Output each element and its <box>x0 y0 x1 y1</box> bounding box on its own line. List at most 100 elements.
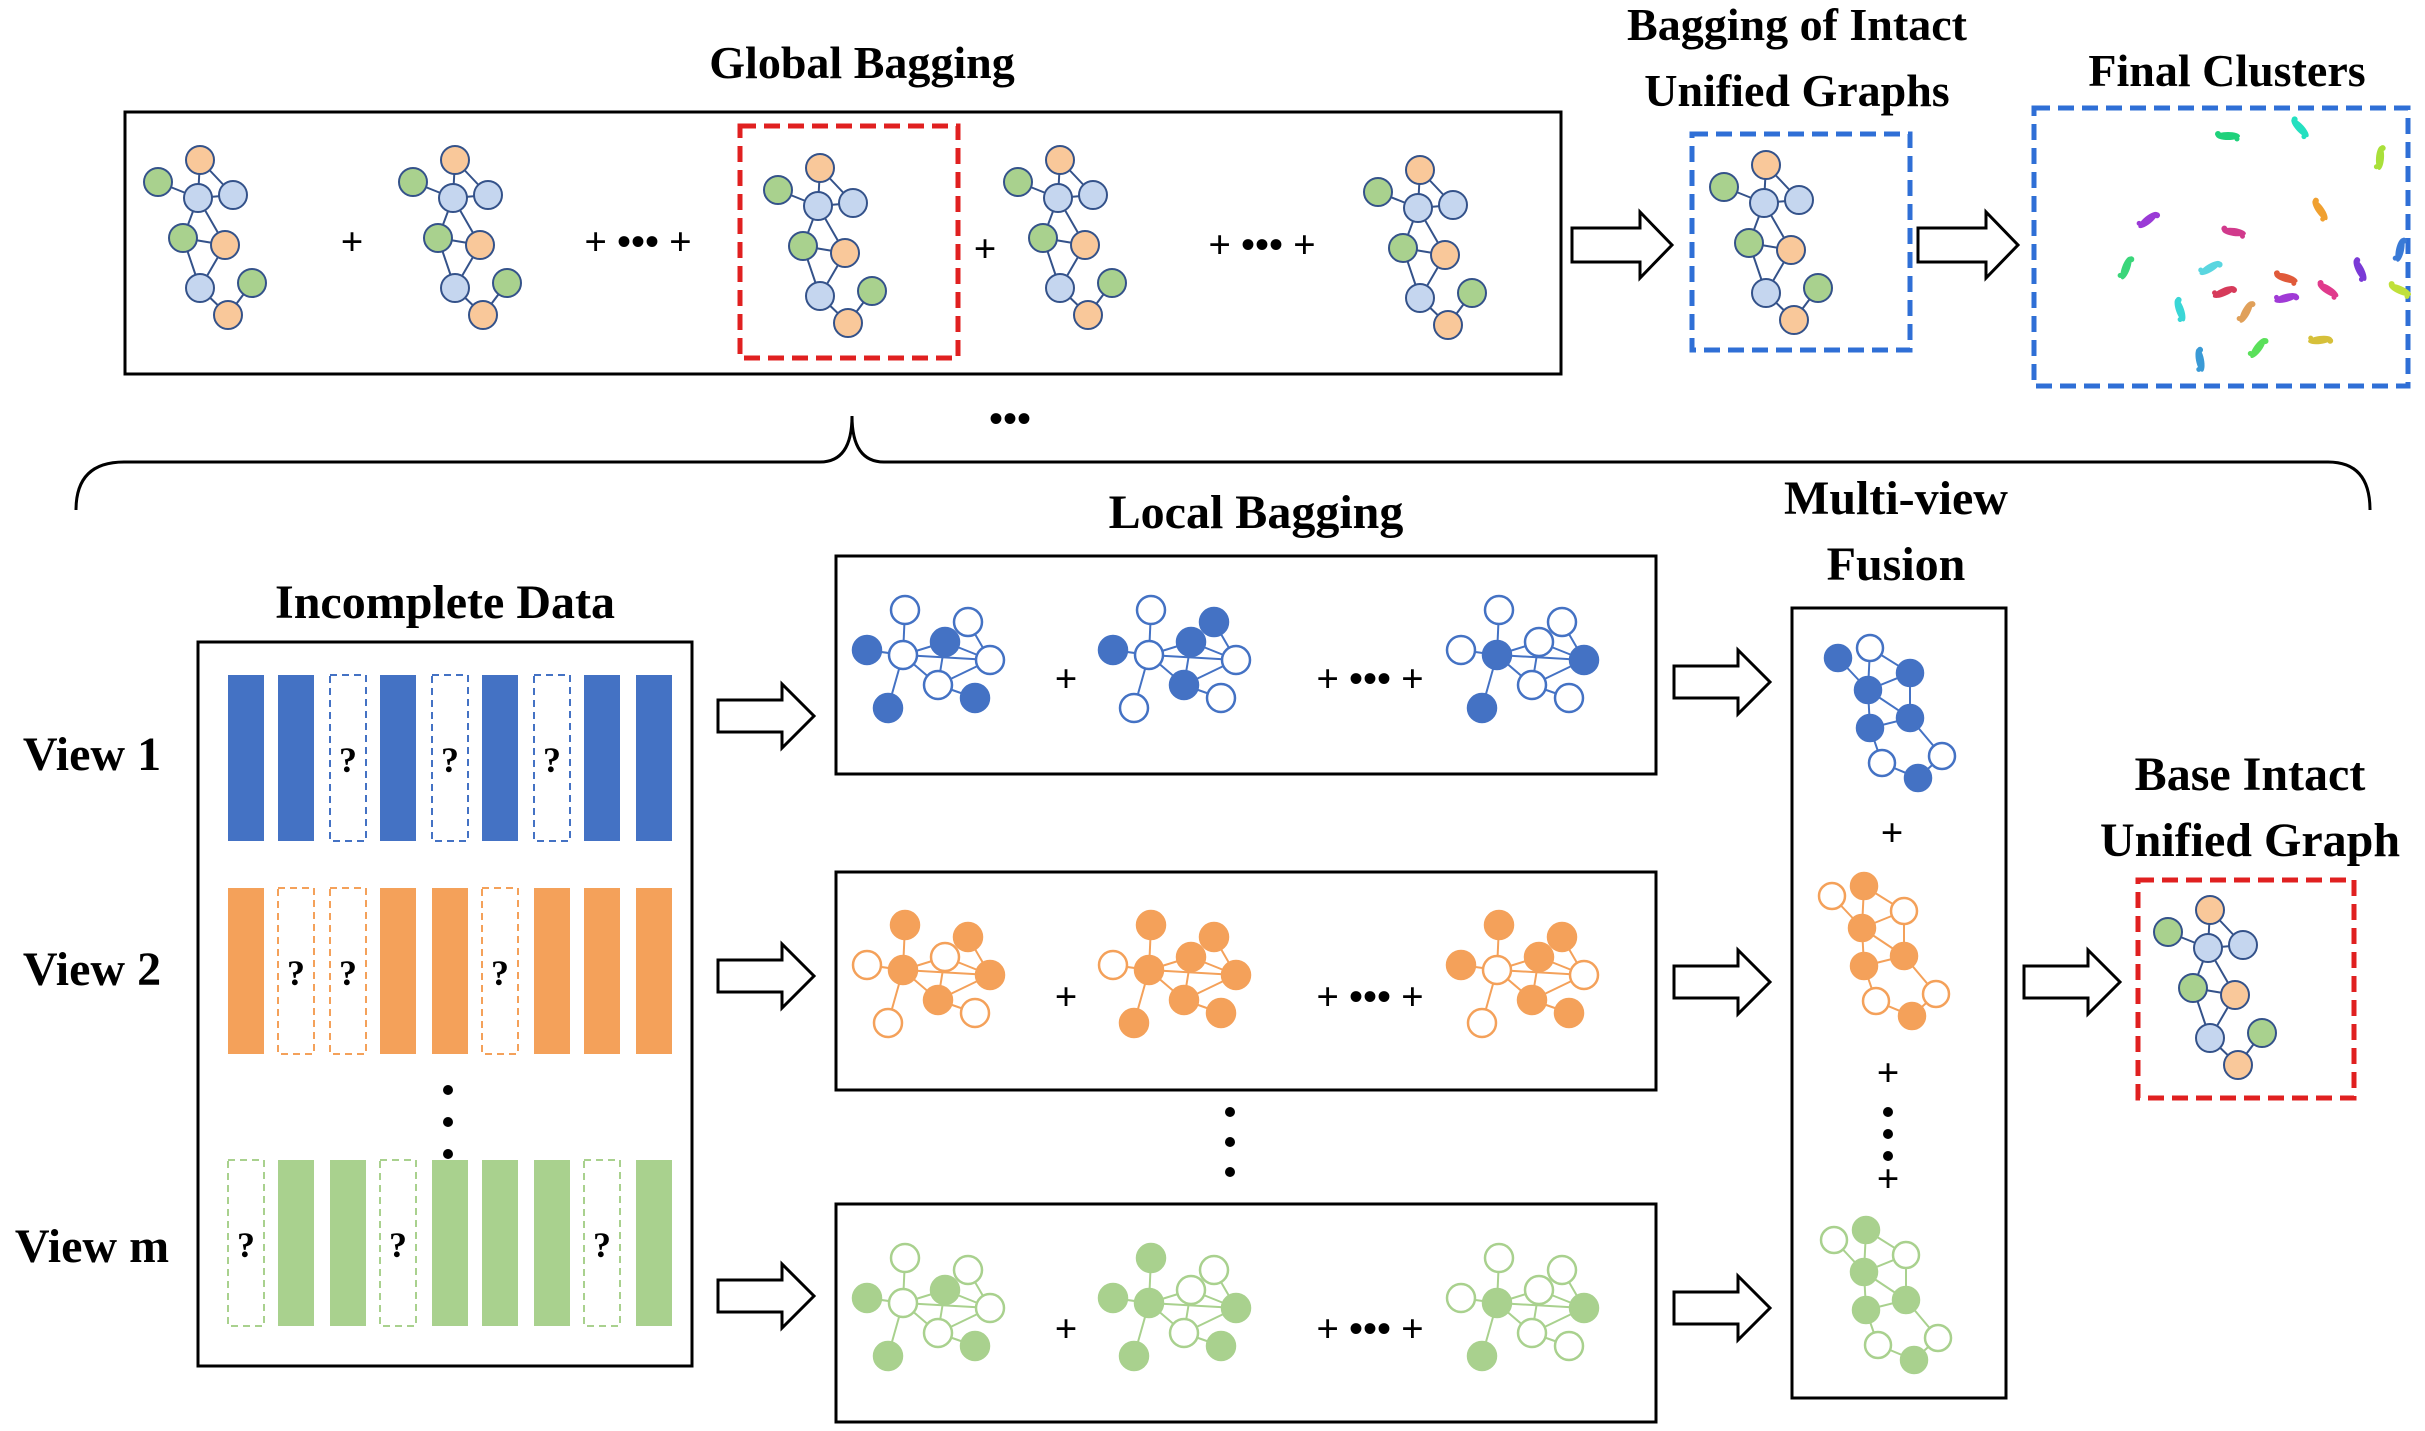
view-3-bar <box>482 1160 518 1326</box>
view-1-bar <box>380 675 416 841</box>
view-1-missing-bar <box>431 674 469 842</box>
local-pdp-m: + ••• + <box>1316 1306 1424 1351</box>
bagging-intact-graph <box>1709 150 1833 335</box>
global-bagging-title: Global Bagging <box>709 37 1014 88</box>
cluster <box>2291 116 2309 140</box>
cluster <box>2136 211 2161 229</box>
view-3-missing-bar <box>583 1159 621 1327</box>
selected-graph-dashed-box <box>737 123 961 361</box>
missing-mark: ? <box>543 740 561 780</box>
vertical-dots-incomplete <box>443 1085 453 1159</box>
base-title-1: Base Intact <box>2135 748 2366 801</box>
local-graph <box>1445 909 1600 1039</box>
graph-2 <box>398 145 522 330</box>
view-3-missing-bar <box>379 1159 417 1327</box>
missing-mark: ? <box>593 1225 611 1265</box>
arrow-viewm-local <box>716 1260 817 1332</box>
view-2-label: View 2 <box>23 943 161 996</box>
local-graph <box>1097 1242 1252 1372</box>
incomplete-data-title: Incomplete Data <box>275 576 615 629</box>
graph-3 <box>763 153 887 338</box>
local-graphs <box>851 594 1600 1372</box>
arrow-localm-fusion <box>1672 1272 1773 1344</box>
view-2-missing-bar <box>277 887 315 1055</box>
plus-dots-plus-2: + ••• + <box>1208 222 1316 267</box>
local-box-viewm <box>834 1202 1658 1424</box>
view-1-label: View 1 <box>23 728 161 781</box>
view-3-bar <box>432 1160 468 1326</box>
local-graph <box>1445 1242 1600 1372</box>
base-title-2: Unified Graph <box>2100 814 2400 867</box>
base-graph-dashed-box <box>2135 877 2357 1101</box>
fusion-plus-2: + <box>1877 1050 1900 1095</box>
arrow-local1-fusion <box>1672 646 1773 718</box>
missing-mark: ? <box>237 1225 255 1265</box>
local-box-view2 <box>834 870 1658 1092</box>
local-graph <box>851 909 1006 1039</box>
view-1-missing-bar <box>329 674 367 842</box>
view-3-bar <box>330 1160 366 1326</box>
missing-mark: ? <box>339 953 357 993</box>
view-bars: ????????? <box>227 674 672 1327</box>
incomplete-data-box <box>196 640 694 1368</box>
view-1-bar <box>228 675 264 841</box>
fusion-plus-3: + <box>1877 1156 1900 1201</box>
arrow-view2-local <box>716 940 817 1012</box>
arrow-local2-fusion <box>1672 946 1773 1018</box>
fusion-box <box>1790 606 2008 1400</box>
bagging-intact-title-2: Unified Graphs <box>1644 65 1949 116</box>
arrow-view1-local <box>716 680 817 752</box>
cluster <box>2312 197 2328 222</box>
final-clusters-dashed-box <box>2031 105 2411 389</box>
cluster <box>2317 280 2339 300</box>
local-plus-1a: + <box>1055 656 1078 701</box>
arrow-to-final-clusters <box>1916 208 2021 282</box>
view-2-missing-bar <box>329 887 367 1055</box>
view-2-bar <box>432 888 468 1054</box>
local-graph <box>851 1242 1006 1372</box>
cluster <box>2236 301 2256 323</box>
cluster <box>2274 293 2300 303</box>
fusion-graph <box>1819 1215 1953 1375</box>
final-clusters-title: Final Clusters <box>2088 45 2365 96</box>
fusion-plus-1: + <box>1881 810 1904 855</box>
brace <box>74 415 2372 511</box>
cluster <box>2392 237 2408 262</box>
cluster <box>2221 225 2246 239</box>
view-1-bar <box>636 675 672 841</box>
plus-dots-plus-1: + ••• + <box>584 219 692 264</box>
cluster <box>2373 145 2386 170</box>
local-graph <box>1097 594 1252 724</box>
fusion-graph <box>1823 633 1957 793</box>
view-m-label: View m <box>15 1220 169 1273</box>
view-3-missing-bar <box>227 1159 265 1327</box>
global-ellipsis: ••• <box>989 396 1031 441</box>
local-graph <box>1097 909 1252 1039</box>
cluster <box>2174 296 2186 322</box>
view-3-bar <box>278 1160 314 1326</box>
missing-mark: ? <box>389 1225 407 1265</box>
cluster <box>2388 281 2412 299</box>
missing-mark: ? <box>491 953 509 993</box>
fusion-title-1: Multi-view <box>1784 472 2008 525</box>
graph-5 <box>1363 155 1487 340</box>
arrow-to-bagging-intact <box>1570 208 1675 282</box>
cluster <box>2247 338 2269 358</box>
cluster-scatter <box>2117 116 2412 372</box>
missing-mark: ? <box>441 740 459 780</box>
plus-2: + <box>974 226 997 271</box>
view-2-bar <box>534 888 570 1054</box>
view-3-bar <box>534 1160 570 1326</box>
view-1-missing-bar <box>533 674 571 842</box>
arrow-fusion-base <box>2022 946 2123 1018</box>
local-pdp-1: + ••• + <box>1316 656 1424 701</box>
cluster <box>2353 257 2367 282</box>
cluster <box>2273 270 2298 286</box>
base-graph <box>2153 895 2277 1080</box>
view-3-bar <box>636 1160 672 1326</box>
local-plus-2a: + <box>1055 974 1078 1019</box>
cluster <box>2198 260 2223 276</box>
fusion-graph <box>1817 871 1951 1031</box>
missing-mark: ? <box>339 740 357 780</box>
